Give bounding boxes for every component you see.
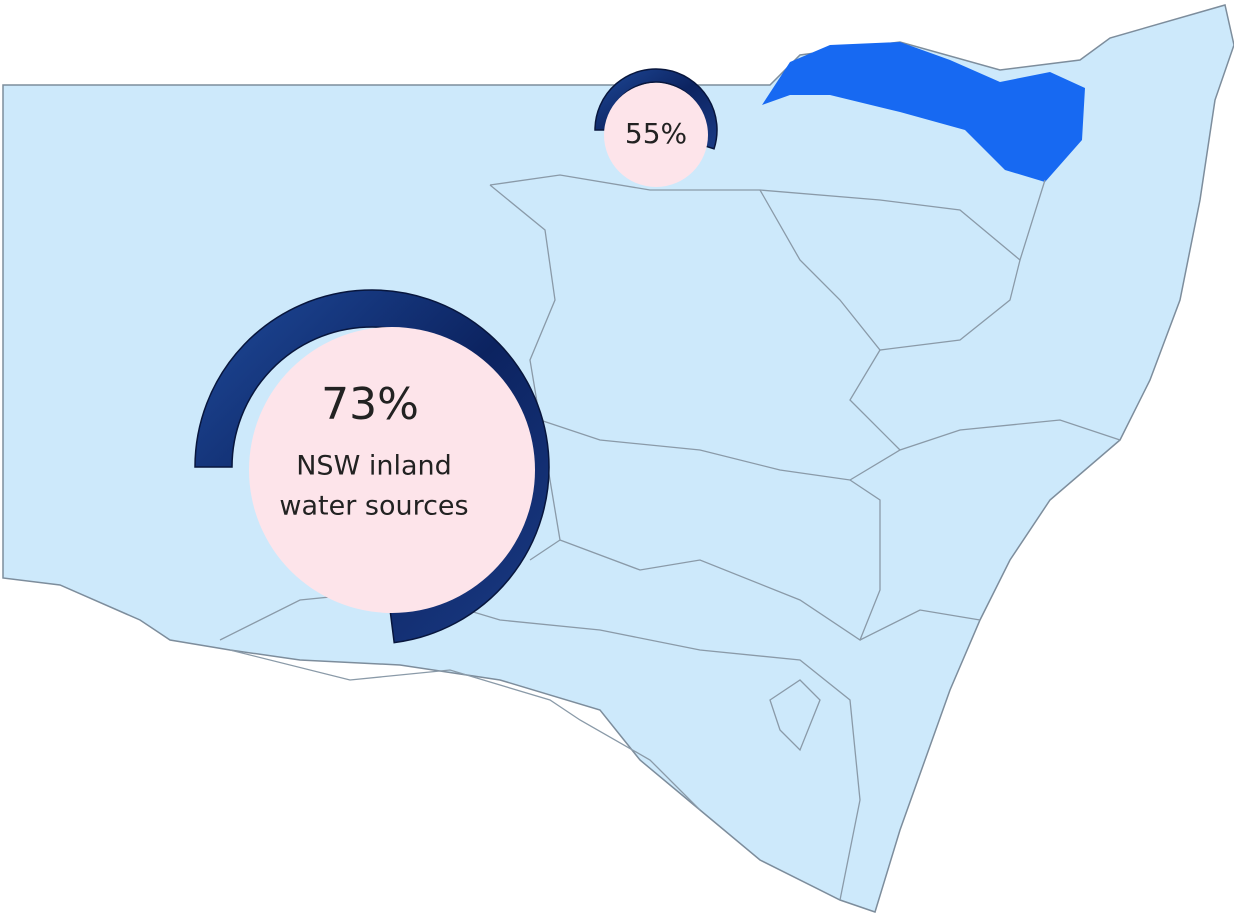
gauge-caption: water sources [279, 491, 468, 522]
gauge-arc [594, 68, 718, 150]
state-outline [2, 4, 1234, 913]
gauge-caption: NSW inland [296, 451, 452, 482]
gauge-center [604, 83, 708, 187]
catchment-boundaries [219, 174, 1121, 901]
gauges: 73% NSW inland water sources 55% [194, 68, 718, 644]
highlighted-region [762, 42, 1085, 182]
gauge-value: 73% [321, 379, 419, 430]
gauge-arc [194, 289, 550, 644]
gauge-center [249, 327, 535, 613]
gauge-value: 55% [625, 117, 687, 150]
